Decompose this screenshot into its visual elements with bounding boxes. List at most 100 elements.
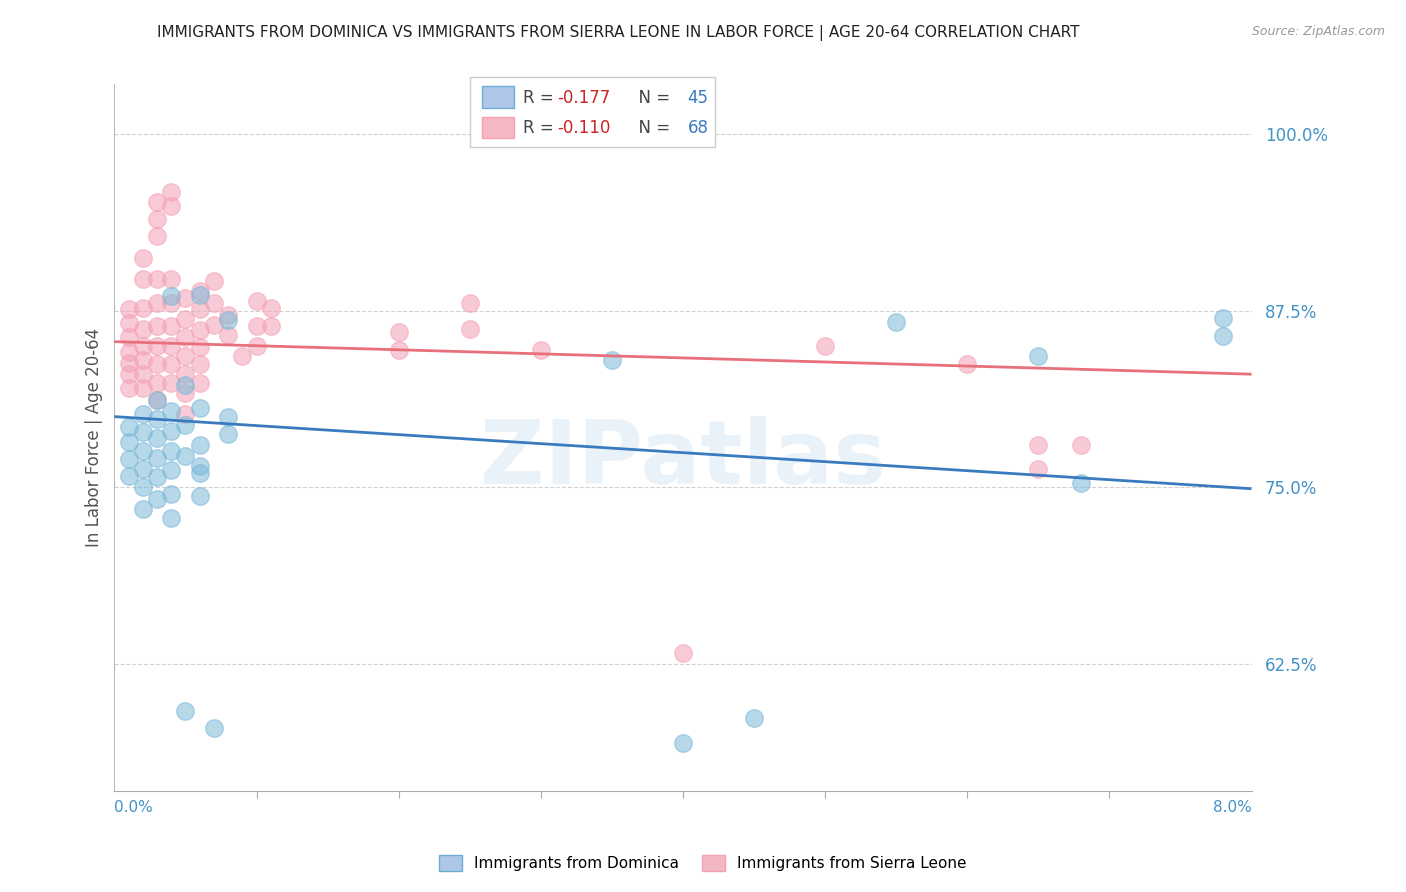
- FancyBboxPatch shape: [482, 87, 513, 108]
- Point: [160, 376, 183, 390]
- Point: [160, 487, 183, 501]
- Point: [117, 435, 139, 450]
- Point: [1070, 476, 1092, 491]
- Point: [188, 302, 211, 317]
- Point: [160, 443, 183, 458]
- Text: 8.0%: 8.0%: [1213, 800, 1251, 814]
- Point: [174, 312, 197, 326]
- Point: [132, 367, 155, 381]
- Point: [458, 322, 481, 336]
- Point: [132, 339, 155, 353]
- Point: [202, 318, 225, 332]
- Point: [174, 407, 197, 421]
- Point: [1026, 349, 1049, 363]
- Point: [188, 340, 211, 354]
- Point: [245, 339, 267, 353]
- Point: [132, 322, 155, 336]
- Text: 45: 45: [688, 88, 709, 107]
- Point: [160, 199, 183, 213]
- Point: [956, 357, 979, 371]
- Point: [132, 251, 155, 265]
- Point: [146, 194, 169, 209]
- Point: [188, 284, 211, 298]
- Point: [160, 185, 183, 199]
- Point: [1026, 438, 1049, 452]
- Legend: Immigrants from Dominica, Immigrants from Sierra Leone: Immigrants from Dominica, Immigrants fro…: [433, 849, 973, 877]
- Point: [146, 339, 169, 353]
- Point: [814, 339, 837, 353]
- Point: [174, 385, 197, 400]
- Point: [530, 343, 553, 358]
- Point: [884, 315, 907, 329]
- Point: [117, 302, 139, 317]
- Point: [160, 339, 183, 353]
- Point: [174, 449, 197, 463]
- Point: [146, 450, 169, 465]
- Point: [388, 343, 411, 358]
- Point: [132, 272, 155, 286]
- Point: [132, 501, 155, 516]
- Point: [188, 357, 211, 371]
- Point: [117, 367, 139, 381]
- Point: [260, 319, 283, 334]
- Point: [146, 392, 169, 407]
- Point: [146, 412, 169, 426]
- Point: [245, 319, 267, 334]
- Point: [160, 296, 183, 310]
- Point: [146, 470, 169, 484]
- Text: Source: ZipAtlas.com: Source: ZipAtlas.com: [1251, 25, 1385, 38]
- Point: [174, 330, 197, 344]
- Point: [132, 407, 155, 421]
- Text: -0.110: -0.110: [557, 120, 610, 137]
- Point: [217, 327, 239, 342]
- Point: [117, 316, 139, 330]
- Text: 68: 68: [688, 120, 709, 137]
- Point: [146, 491, 169, 506]
- Point: [117, 469, 139, 483]
- Point: [174, 418, 197, 433]
- Point: [188, 401, 211, 416]
- Point: [146, 296, 169, 310]
- Text: R =: R =: [523, 88, 558, 107]
- Point: [160, 424, 183, 438]
- Text: N =: N =: [628, 120, 676, 137]
- Point: [160, 463, 183, 477]
- Point: [160, 289, 183, 303]
- Point: [117, 356, 139, 370]
- Text: R =: R =: [523, 120, 558, 137]
- Text: 0.0%: 0.0%: [114, 800, 153, 814]
- Point: [245, 293, 267, 308]
- Point: [202, 274, 225, 288]
- Text: IMMIGRANTS FROM DOMINICA VS IMMIGRANTS FROM SIERRA LEONE IN LABOR FORCE | AGE 20: IMMIGRANTS FROM DOMINICA VS IMMIGRANTS F…: [157, 25, 1080, 41]
- Point: [132, 301, 155, 315]
- Y-axis label: In Labor Force | Age 20-64: In Labor Force | Age 20-64: [86, 328, 103, 548]
- Point: [1212, 329, 1234, 343]
- Point: [132, 462, 155, 476]
- Point: [217, 426, 239, 441]
- Text: -0.177: -0.177: [557, 88, 610, 107]
- Point: [146, 319, 169, 334]
- Point: [672, 736, 695, 750]
- Point: [188, 459, 211, 474]
- Point: [146, 211, 169, 226]
- Point: [132, 425, 155, 439]
- Point: [146, 272, 169, 286]
- Point: [160, 511, 183, 525]
- Point: [188, 438, 211, 452]
- Point: [202, 296, 225, 310]
- Point: [117, 419, 139, 434]
- Point: [188, 489, 211, 503]
- Point: [217, 308, 239, 322]
- Point: [117, 452, 139, 467]
- Point: [174, 704, 197, 718]
- Point: [174, 378, 197, 392]
- Point: [146, 392, 169, 407]
- Point: [117, 381, 139, 395]
- Point: [188, 376, 211, 390]
- Point: [174, 349, 197, 363]
- Point: [217, 313, 239, 327]
- Point: [1212, 310, 1234, 325]
- Point: [146, 431, 169, 445]
- Point: [160, 272, 183, 286]
- Point: [117, 330, 139, 344]
